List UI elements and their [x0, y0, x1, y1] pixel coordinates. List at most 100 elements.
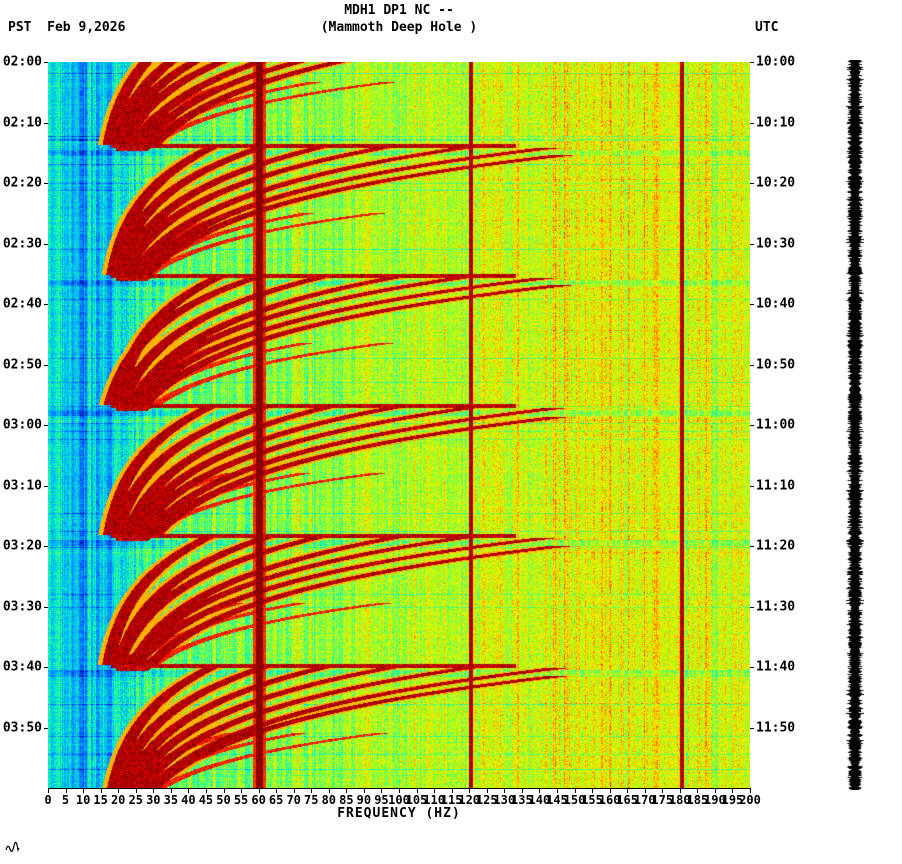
left-time-label: 02:40	[2, 296, 42, 312]
time-tick	[44, 122, 48, 124]
right-time-label: 10:30	[756, 236, 796, 251]
right-time-label: 11:00	[756, 417, 796, 433]
utc-label: UTC	[755, 20, 779, 35]
x-tick-label: 190	[704, 793, 726, 807]
x-tick	[662, 789, 664, 793]
left-time-label: 02:10	[2, 115, 42, 130]
x-tick-label: 5	[61, 793, 70, 807]
x-tick	[381, 789, 383, 793]
x-tick-label: 195	[721, 793, 744, 807]
x-tick	[714, 789, 716, 793]
x-axis-ticks	[48, 789, 751, 793]
x-tick-label: 125	[475, 793, 498, 807]
left-time-label: 03:40	[2, 659, 42, 675]
right-time-label: 10:40	[756, 296, 796, 312]
x-axis-title: FREQUENCY (HZ)	[337, 806, 461, 821]
x-tick	[399, 789, 400, 793]
time-tick	[750, 727, 754, 729]
x-tick-label: 20	[110, 793, 126, 807]
time-tick	[750, 425, 754, 426]
x-tick-label: 60	[251, 793, 266, 807]
right-time-ticks	[750, 62, 754, 789]
time-tick	[44, 364, 48, 366]
x-tick-label: 15	[93, 793, 108, 807]
x-tick-label: 55	[233, 793, 249, 807]
x-tick	[434, 789, 436, 793]
x-tick	[118, 789, 120, 793]
x-tick-label: 25	[128, 793, 143, 807]
right-time-label: 10:20	[756, 175, 796, 191]
time-tick	[750, 485, 754, 487]
x-tick	[311, 789, 313, 793]
x-tick-label: 40	[181, 793, 196, 807]
left-time-ticks	[44, 62, 48, 789]
time-tick	[44, 606, 48, 608]
time-tick	[750, 667, 754, 668]
x-tick	[697, 789, 699, 793]
x-tick-label: 160	[598, 793, 621, 807]
x-tick-label: 180	[668, 793, 691, 807]
left-time-label: 03:50	[2, 720, 42, 735]
x-tick	[486, 789, 488, 793]
x-tick	[469, 789, 471, 793]
time-tick	[44, 243, 48, 245]
x-tick	[679, 789, 681, 793]
x-tick-label: 95	[374, 793, 389, 807]
x-tick	[609, 789, 611, 793]
left-time-label: 03:30	[2, 599, 42, 614]
x-tick	[346, 789, 348, 793]
x-tick	[521, 789, 523, 793]
time-tick	[44, 304, 48, 305]
right-time-label: 11:20	[756, 538, 796, 554]
x-tick	[153, 789, 155, 793]
x-tick-label: 70	[286, 793, 301, 807]
x-tick-label: 130	[493, 793, 516, 807]
time-tick	[750, 304, 754, 305]
x-tick-label: 140	[528, 793, 551, 807]
x-tick	[135, 789, 137, 793]
x-tick-label: 35	[163, 793, 179, 807]
time-tick	[44, 727, 48, 729]
time-tick	[44, 183, 48, 184]
time-tick	[44, 485, 48, 487]
right-time-label: 10:00	[756, 54, 796, 70]
scribble-icon	[5, 841, 20, 852]
x-tick	[241, 789, 243, 793]
left-time-label: 02:50	[2, 357, 42, 372]
x-tick-label: 30	[146, 793, 161, 807]
x-tick	[83, 789, 85, 793]
x-tick-label: 45	[198, 793, 214, 807]
x-tick-label: 165	[616, 793, 638, 807]
x-tick-label: 85	[339, 793, 354, 807]
left-time-label: 02:00	[2, 54, 42, 70]
x-axis-line	[48, 788, 751, 789]
x-tick	[627, 789, 629, 793]
right-time-label: 11:10	[756, 478, 796, 493]
x-tick-label: 80	[321, 793, 337, 807]
time-tick	[44, 425, 48, 426]
right-time-label: 11:50	[756, 720, 796, 735]
x-tick	[451, 789, 453, 793]
x-tick-label: 135	[511, 793, 533, 807]
station-title: MDH1 DP1 NC --	[344, 3, 454, 18]
x-tick-label: 65	[268, 793, 284, 807]
x-tick-label: 10	[75, 793, 91, 807]
x-tick	[592, 789, 594, 793]
x-tick-label: 105	[405, 793, 428, 807]
x-tick	[644, 789, 646, 793]
x-tick-label: 100	[388, 793, 410, 807]
x-axis-tick-labels: 0 5 10 15 20 25 30 35 40 45 50 55 60 65 70 75 80 85 90 95 10…	[44, 793, 760, 807]
time-tick	[750, 546, 754, 547]
spectrogram-heatmap[interactable]	[48, 62, 750, 788]
x-tick	[258, 789, 260, 793]
x-tick-label: 150	[563, 793, 586, 807]
x-tick	[205, 789, 207, 793]
time-tick	[44, 62, 48, 63]
right-time-label: 10:50	[756, 357, 796, 372]
x-tick	[750, 789, 751, 793]
x-tick	[170, 789, 172, 793]
x-tick-label: 0	[44, 793, 52, 807]
right-time-label: 11:40	[756, 659, 796, 675]
x-tick	[363, 789, 365, 793]
